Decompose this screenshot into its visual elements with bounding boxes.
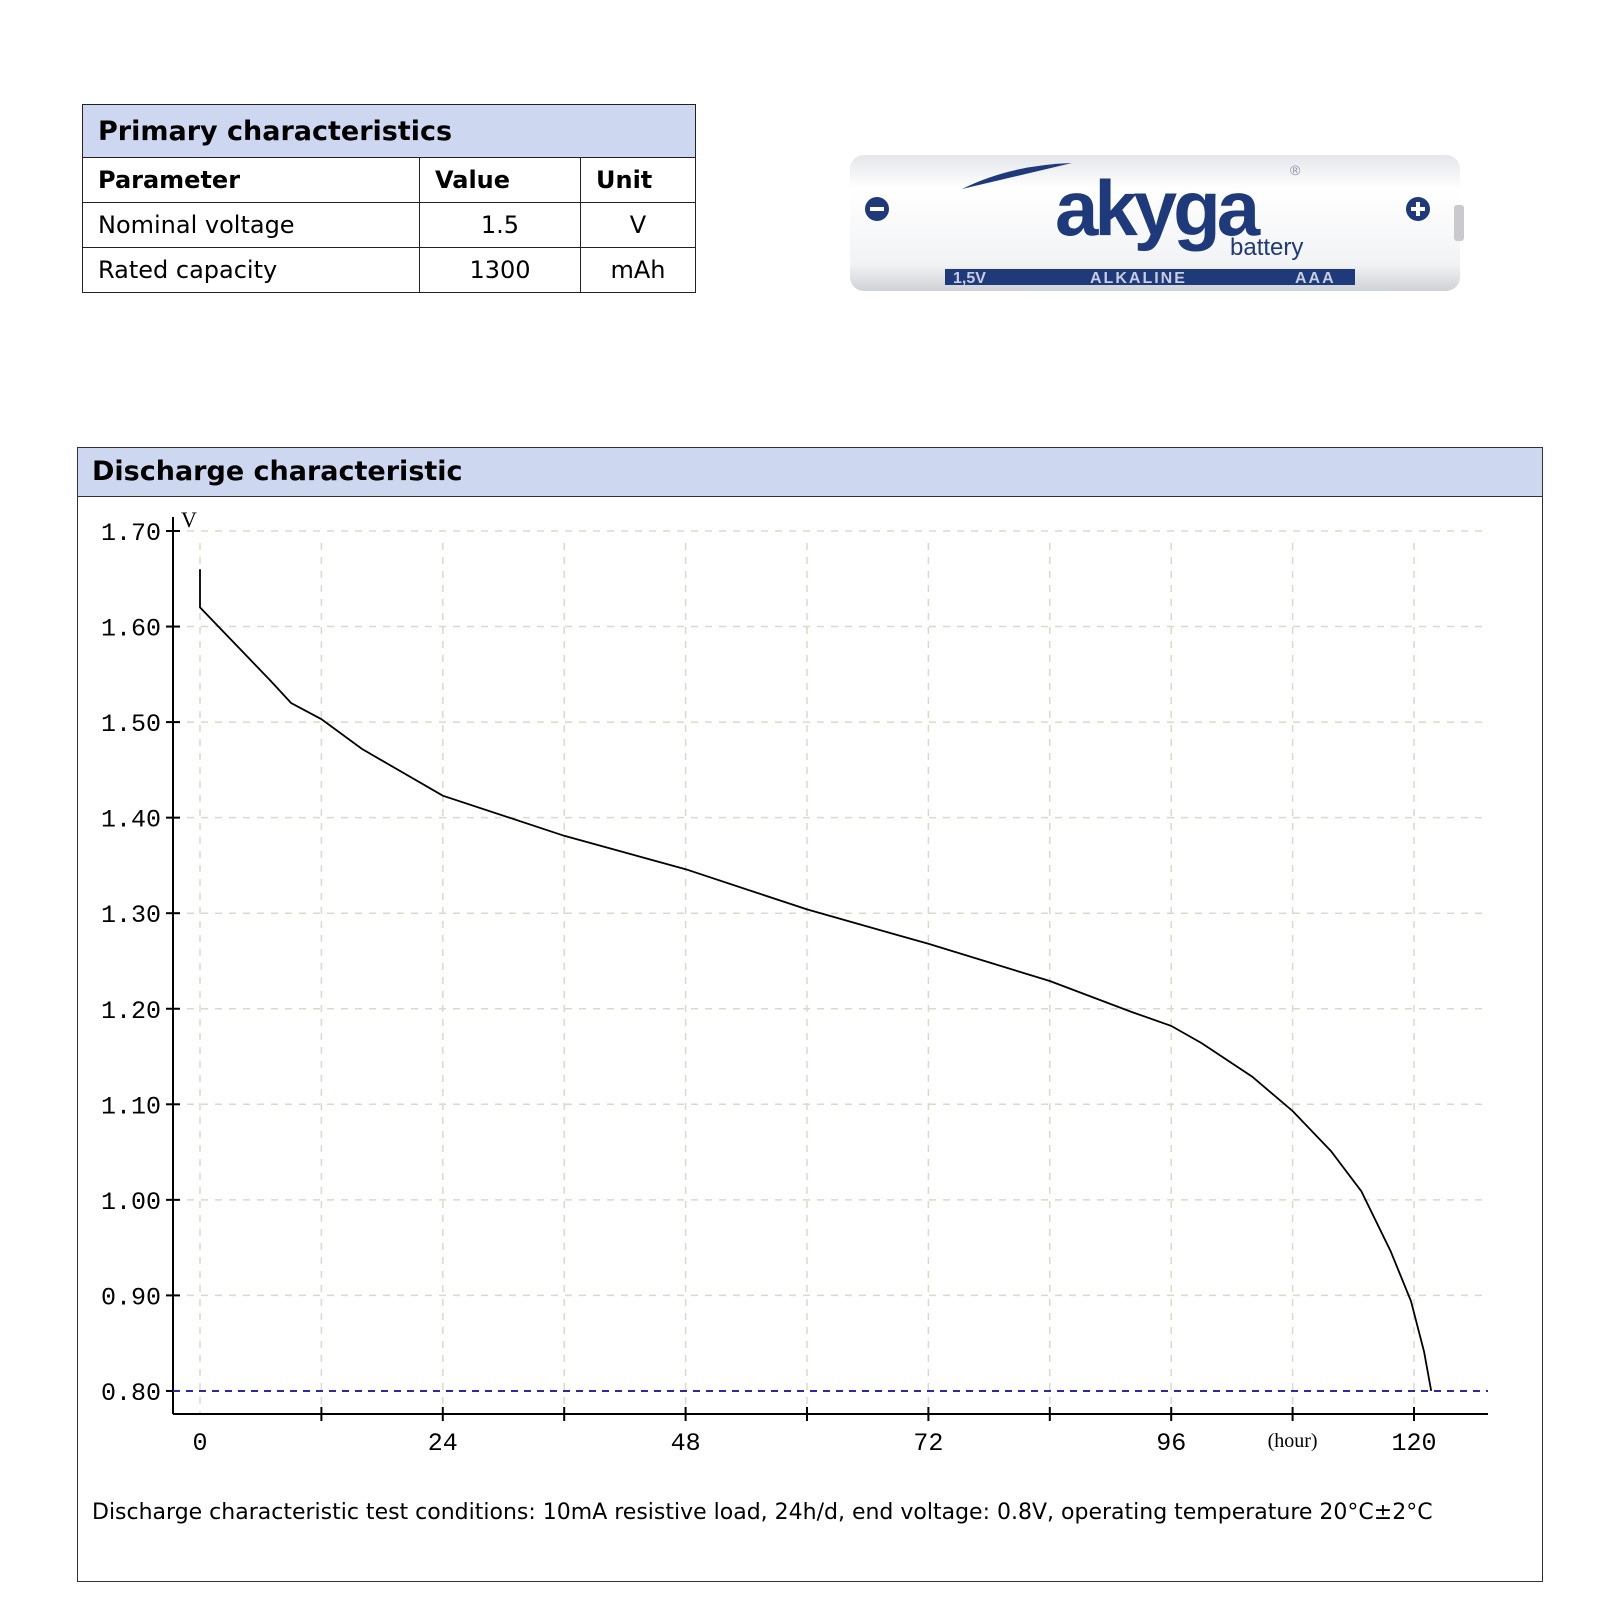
header-unit: Unit [580,157,696,203]
y-tick-label: 1.30 [101,901,161,930]
y-tick-label: 1.40 [101,806,161,835]
cell: 1.5 [419,202,581,248]
discharge-chart: 1.70 1.60 1.50 1.40 1.30 1.20 1.10 1.00 0.90 0.80… [101,507,1488,1458]
battery-image: akyga battery ® 1,5V ALKALINE AAA [850,155,1464,291]
cell: 1300 [419,247,581,293]
y-tick-label: 1.50 [101,710,161,739]
table-row: Rated capacity 1300 mAh [82,247,696,293]
x-tick-label: 0 [192,1429,207,1458]
cell: Nominal voltage [82,202,420,248]
discharge-section: Discharge characteristic 1.70 1.60 1.50 1.4… [77,447,1543,1582]
x-axis-label: (hour) [1268,1430,1318,1452]
svg-text:battery: battery [1230,234,1303,261]
x-tick-label: 96 [1156,1429,1186,1458]
y-tick-label: 1.70 [101,519,161,548]
y-tick-label: 0.80 [101,1379,161,1408]
svg-text:ALKALINE: ALKALINE [1090,270,1187,287]
y-axis-label: V [181,507,197,532]
x-tick-label: 48 [671,1429,701,1458]
header-value: Value [419,157,581,203]
svg-text:AAA: AAA [1295,270,1336,287]
y-tick-label: 1.00 [101,1188,161,1217]
y-tick-label: 0.90 [101,1283,161,1312]
test-conditions-note: Discharge characteristic test conditions… [92,1500,1433,1525]
x-tick-label: 24 [428,1429,458,1458]
svg-text:1,5V: 1,5V [953,270,986,287]
brand-logo: akyga [1055,164,1261,252]
header-parameter: Parameter [82,157,420,203]
primary-characteristics-table: Primary characteristics Parameter Value … [82,104,696,293]
table-title: Primary characteristics [82,104,696,158]
y-tick-label: 1.20 [101,997,161,1026]
svg-text:®: ® [1290,162,1301,178]
cell: V [580,202,696,248]
x-tick-label: 72 [913,1429,943,1458]
cell: Rated capacity [82,247,420,293]
x-tick-label: 120 [1391,1429,1436,1458]
discharge-curve [199,569,1433,1392]
section-title: Discharge characteristic [78,448,1542,497]
y-tick-label: 1.10 [101,1092,161,1121]
y-tick-label: 1.60 [101,615,161,644]
cell: mAh [580,247,696,293]
table-row: Nominal voltage 1.5 V [82,202,696,248]
